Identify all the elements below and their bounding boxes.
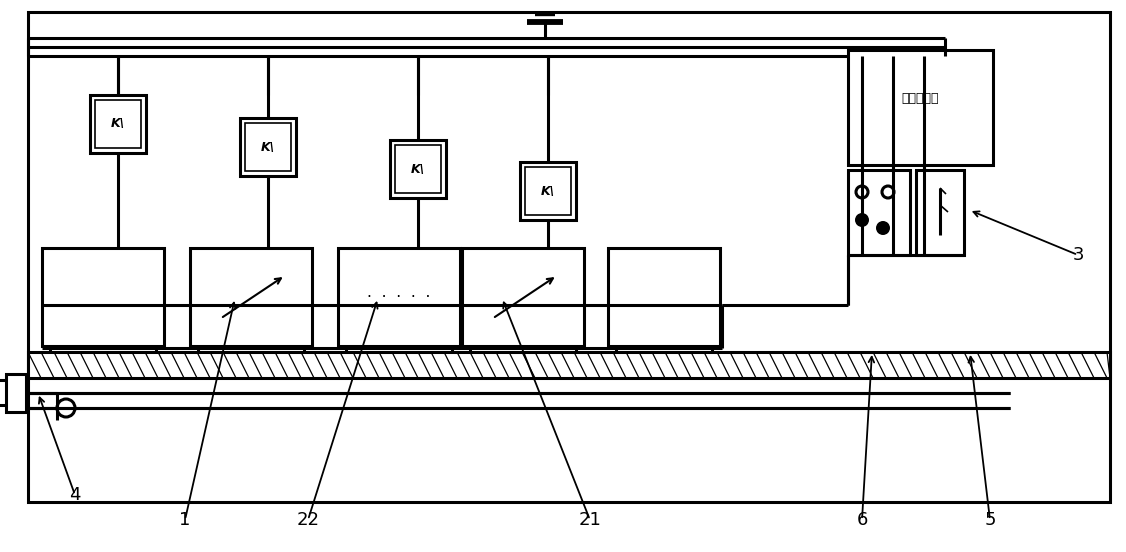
Text: 4: 4 — [70, 486, 81, 504]
Bar — [28, 12, 1110, 502]
Text: ·  ·  ·  ·  ·: · · · · · — [367, 289, 430, 305]
Bar — [240, 118, 296, 176]
Bar — [525, 167, 571, 215]
Text: K\: K\ — [540, 184, 555, 198]
Bar — [915, 170, 964, 255]
Circle shape — [855, 213, 869, 227]
Bar — [390, 140, 446, 198]
Bar — [462, 248, 584, 346]
Text: 3: 3 — [1072, 246, 1083, 264]
Text: K\: K\ — [411, 162, 426, 176]
Text: 1: 1 — [179, 511, 190, 529]
Text: 5: 5 — [984, 511, 995, 529]
Bar — [520, 162, 577, 220]
Text: K\: K\ — [110, 118, 125, 130]
Bar — [395, 145, 441, 193]
Bar — [90, 95, 146, 153]
Text: 电气控制柜: 电气控制柜 — [902, 92, 939, 105]
Bar — [245, 123, 291, 171]
Bar — [42, 248, 164, 346]
Bar — [28, 352, 1110, 378]
Text: 21: 21 — [579, 511, 601, 529]
Text: 22: 22 — [296, 511, 320, 529]
Bar — [338, 248, 461, 346]
Bar — [848, 170, 910, 255]
Bar — [608, 248, 720, 346]
Text: 6: 6 — [856, 511, 868, 529]
Bar — [6, 374, 26, 412]
Bar — [190, 248, 312, 346]
Bar — [95, 100, 141, 148]
Text: K\: K\ — [261, 141, 275, 153]
Bar — [848, 50, 993, 165]
Circle shape — [876, 221, 890, 235]
